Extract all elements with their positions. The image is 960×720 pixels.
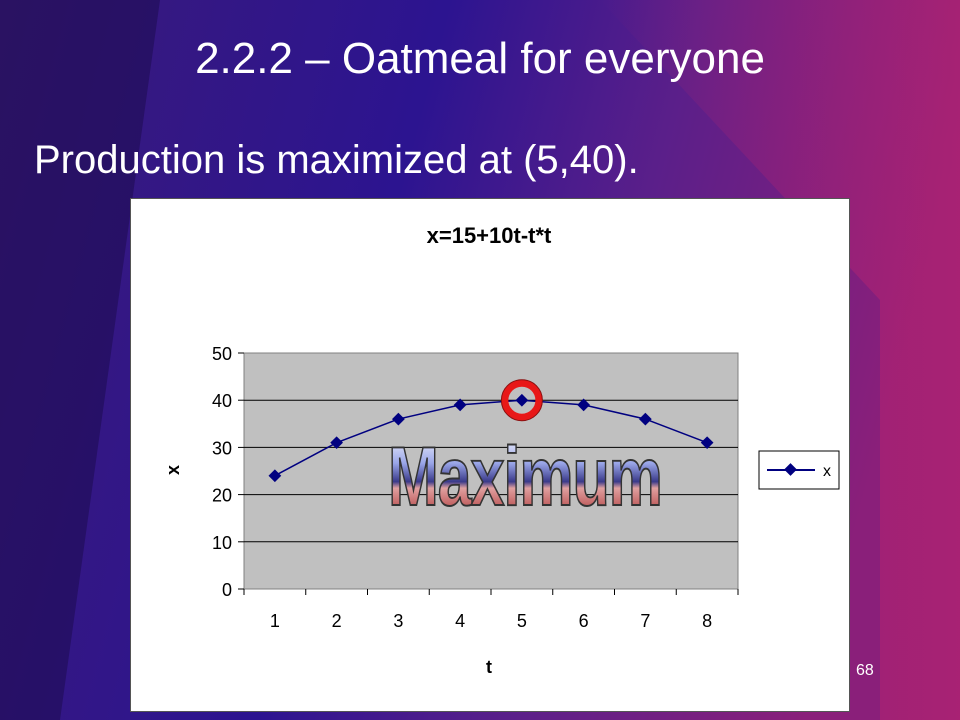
chart-title: x=15+10t-t*t: [427, 223, 552, 248]
y-tick-label: 40: [212, 391, 232, 411]
chart-container: x=15+10t-t*t 0 10 20 30 40 50 1 2 3 4 5 6 7 8 x t x M…: [130, 198, 850, 712]
x-tick-label: 2: [332, 611, 342, 631]
data-point: [330, 436, 343, 450]
y-tick-label: 50: [212, 344, 232, 364]
data-point: [453, 398, 467, 412]
y-tick-label: 30: [212, 438, 232, 458]
x-axis-label: t: [486, 657, 492, 677]
series-line: [274, 399, 708, 477]
legend-label: x: [823, 463, 831, 480]
x-tick-label: 8: [702, 611, 712, 631]
y-tick-label: 10: [212, 533, 232, 553]
slide-subtitle: Production is maximized at (5,40).: [34, 138, 639, 182]
y-tick-label: 20: [212, 486, 232, 506]
x-tick-label: 5: [517, 611, 527, 631]
x-tick-label: 7: [640, 611, 650, 631]
line-chart: x=15+10t-t*t 0 10 20 30 40 50 1 2 3 4 5 6 7 8 x t x M…: [163, 223, 840, 677]
legend: x: [758, 450, 840, 490]
maximum-wordart: Maximum: [388, 431, 662, 523]
plot-background: [243, 352, 739, 590]
y-tick-label: 0: [222, 580, 232, 600]
maximum-highlight-ring-outline: [500, 379, 543, 422]
maximum-highlight-ring: [501, 379, 543, 421]
x-tick-label: 3: [393, 611, 403, 631]
x-tick-label: 6: [579, 611, 589, 631]
page-number: 68: [856, 662, 874, 679]
y-axis-label: x: [163, 465, 183, 475]
plot-area: 0 10 20 30 40 50 1 2 3 4 5 6 7 8: [212, 344, 739, 631]
slide-title: 2.2.2 – Oatmeal for everyone: [195, 34, 765, 83]
data-point: [268, 469, 282, 483]
x-tick-label: 4: [455, 611, 465, 631]
data-point: [392, 412, 405, 426]
x-tick-label: 1: [270, 611, 280, 631]
